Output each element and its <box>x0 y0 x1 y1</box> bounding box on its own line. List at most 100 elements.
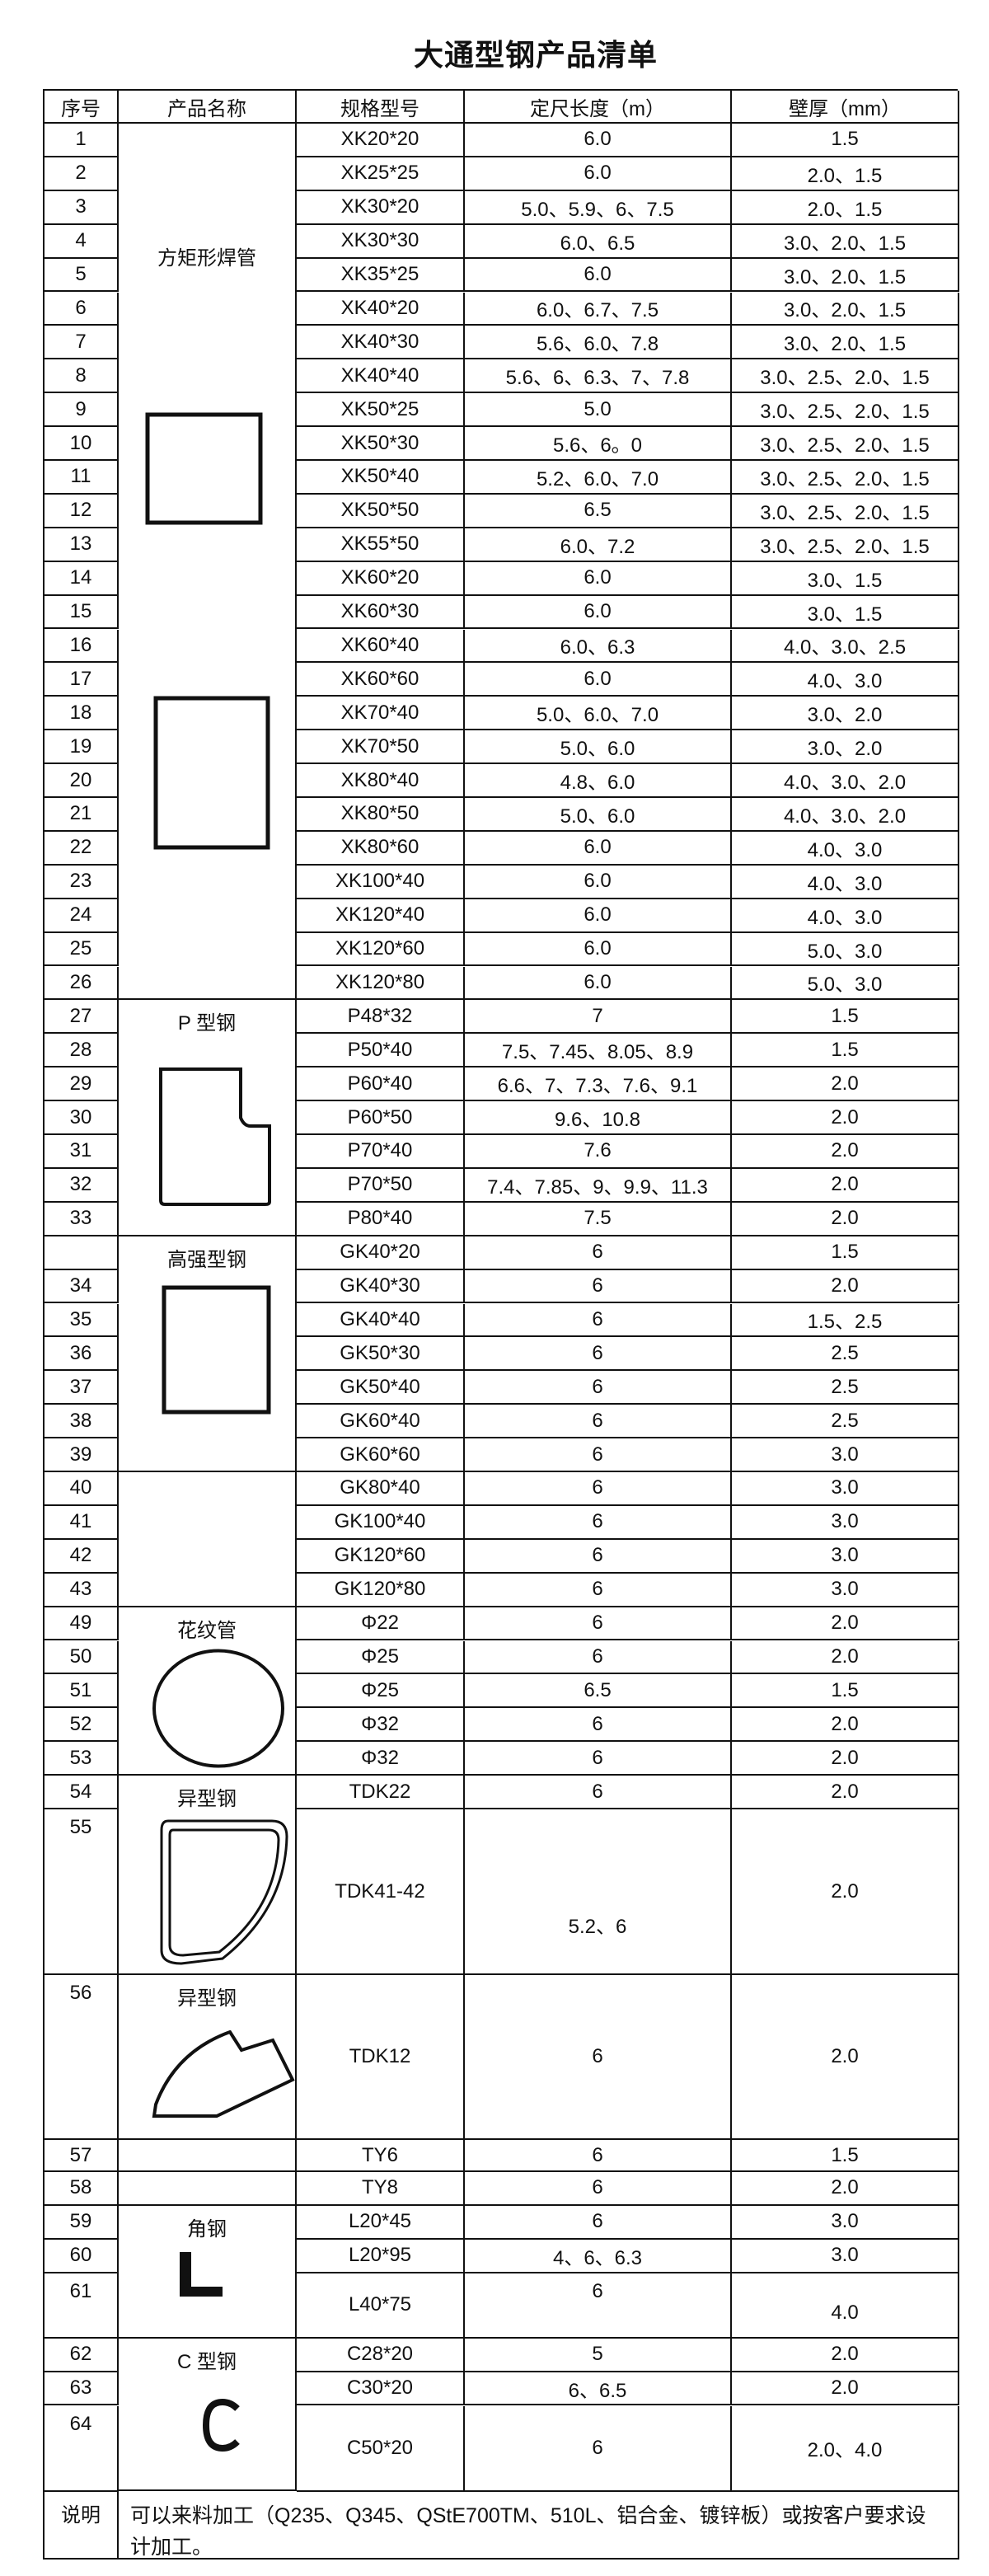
cell-length: 6.0 <box>465 663 732 697</box>
cell-length: 7.6 <box>465 1135 732 1169</box>
cell-thickness: 2.0 <box>732 1809 959 1975</box>
product-name-group: 异型钢 <box>119 1975 297 2140</box>
cell-spec: P60*40 <box>297 1067 465 1102</box>
cell-thickness: 3.0、2.0、1.5 <box>732 224 959 259</box>
cell-length: 6.0、6.5 <box>465 224 732 259</box>
cell-spec: GK40*40 <box>297 1303 465 1338</box>
cell-no: 38 <box>45 1405 119 1439</box>
cell-spec: TY8 <box>297 2172 465 2206</box>
cell-thickness: 3.0、2.0 <box>732 730 959 765</box>
product-name: 异型钢 <box>177 1987 237 2010</box>
cell-spec: XK60*40 <box>297 629 465 664</box>
cell-length: 5.0、6.0、7.0 <box>465 697 732 731</box>
cell-no: 54 <box>45 1776 119 1809</box>
header-thickness: 壁厚（mm） <box>732 91 959 124</box>
cell-no: 37 <box>45 1371 119 1405</box>
cell-length: 6.0、6.3 <box>465 629 732 664</box>
rect-tube-icon <box>162 1285 271 1415</box>
cell-no: 21 <box>45 798 119 832</box>
cell-length: 6.0 <box>465 157 732 191</box>
cell-no: 7 <box>45 326 119 360</box>
cell-spec: XK80*40 <box>297 764 465 798</box>
cell-thickness: 5.0、3.0 <box>732 966 959 1001</box>
cell-no: 30 <box>45 1101 119 1135</box>
channel-c-icon <box>202 2399 240 2452</box>
header-spec: 规格型号 <box>297 91 465 124</box>
cell-no <box>45 1236 119 1270</box>
cell-no: 18 <box>45 697 119 731</box>
cell-thickness: 1.5 <box>732 1674 959 1709</box>
header-length: 定尺长度（m） <box>465 91 732 124</box>
cell-spec: C50*20 <box>297 2405 465 2492</box>
cell-thickness: 3.0、1.5 <box>732 595 959 630</box>
cell-no: 1 <box>45 124 119 157</box>
cell-spec: GK60*60 <box>297 1438 465 1472</box>
cell-no: 25 <box>45 932 119 967</box>
cell-length: 6 <box>465 1539 732 1574</box>
cell-length: 5.2、6 <box>465 1809 732 1975</box>
cell-spec: GK60*40 <box>297 1405 465 1439</box>
cell-no: 20 <box>45 764 119 798</box>
cell-no: 56 <box>45 1975 119 2140</box>
cell-spec: GK50*40 <box>297 1371 465 1405</box>
cell-spec: XK35*25 <box>297 258 465 293</box>
cell-no: 39 <box>45 1438 119 1472</box>
cell-no: 41 <box>45 1505 119 1540</box>
cell-spec: XK100*40 <box>297 865 465 899</box>
cell-thickness: 2.0 <box>732 1101 959 1135</box>
cell-spec: GK120*60 <box>297 1539 465 1574</box>
cell-no: 16 <box>45 629 119 664</box>
product-name: 高强型钢 <box>167 1248 246 1271</box>
cell-length: 5.6、6.0、7.8 <box>465 326 732 360</box>
cell-length: 6 <box>465 1337 732 1372</box>
cell-length: 6 <box>465 2205 732 2240</box>
cell-spec: GK50*30 <box>297 1337 465 1372</box>
cell-thickness: 2.0 <box>732 2172 959 2206</box>
cell-length: 6.0 <box>465 124 732 157</box>
cell-length: 6.0、7.2 <box>465 528 732 562</box>
cell-no: 4 <box>45 224 119 259</box>
cell-spec: TDK22 <box>297 1776 465 1809</box>
cell-spec: XK20*20 <box>297 124 465 157</box>
p-profile-icon <box>159 1067 271 1206</box>
cell-thickness: 2.0 <box>732 1168 959 1203</box>
product-name-group <box>119 2140 297 2172</box>
cell-thickness: 3.0 <box>732 1505 959 1540</box>
cell-no: 51 <box>45 1674 119 1709</box>
cell-length: 5.6、6。0 <box>465 427 732 461</box>
cell-spec: Φ25 <box>297 1640 465 1675</box>
cell-length: 5.0、5.9、6、7.5 <box>465 190 732 225</box>
cell-no: 33 <box>45 1202 119 1236</box>
cell-no: 24 <box>45 899 119 933</box>
cell-thickness: 1.5 <box>732 2140 959 2172</box>
cell-thickness: 3.0、2.0 <box>732 697 959 731</box>
cell-spec: L20*45 <box>297 2205 465 2240</box>
cell-no: 63 <box>45 2372 119 2406</box>
product-name-group: C 型钢 <box>119 2338 297 2492</box>
cell-length: 6 <box>465 1573 732 1607</box>
cell-thickness: 2.0、4.0 <box>732 2405 959 2492</box>
cell-length: 6 <box>465 2273 732 2339</box>
cell-thickness: 1.5、2.5 <box>732 1303 959 1338</box>
cell-length: 6 <box>465 1742 732 1776</box>
cell-thickness: 3.0 <box>732 1438 959 1472</box>
cell-spec: XK60*60 <box>297 663 465 697</box>
cell-spec: XK40*20 <box>297 292 465 326</box>
note-text: 可以来料加工（Q235、Q345、QStE700TM、510L、铝合金、镀锌板）… <box>119 2491 959 2560</box>
cell-length: 6 <box>465 1269 732 1304</box>
product-name-group <box>119 1472 297 1607</box>
cell-spec: GK100*40 <box>297 1505 465 1540</box>
cell-no: 27 <box>45 1000 119 1035</box>
cell-no: 55 <box>45 1809 119 1975</box>
cell-no: 43 <box>45 1573 119 1607</box>
cell-thickness: 4.0、3.0 <box>732 663 959 697</box>
cell-length: 6 <box>465 1405 732 1439</box>
cell-length: 6.0 <box>465 865 732 899</box>
cell-length: 6.5 <box>465 494 732 528</box>
cell-no: 31 <box>45 1135 119 1169</box>
cell-spec: Φ25 <box>297 1674 465 1709</box>
cell-thickness: 2.0 <box>732 1067 959 1102</box>
d-profile-icon <box>160 1819 288 1965</box>
cell-no: 62 <box>45 2338 119 2372</box>
cell-spec: XK50*25 <box>297 393 465 428</box>
